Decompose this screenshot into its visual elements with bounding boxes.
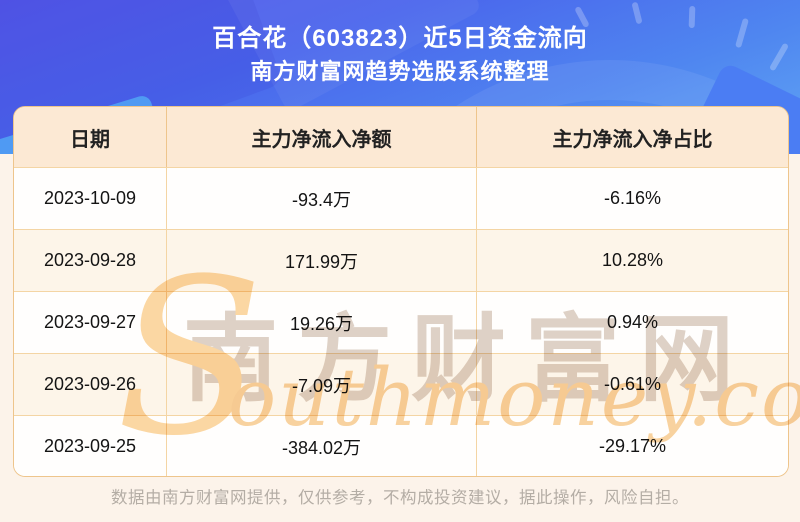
page-subtitle: 南方财富网趋势选股系统整理 [250, 59, 550, 84]
amount-cell: -7.09万 [167, 354, 477, 415]
amount-cell: -384.02万 [167, 416, 477, 476]
date-cell: 2023-10-09 [14, 168, 167, 229]
amount-cell: 171.99万 [167, 230, 477, 291]
ratio-cell: 10.28% [601, 250, 664, 270]
title-block: 百合花（603823）近5日资金流向 南方财富网趋势选股系统整理 [0, 22, 800, 88]
date-cell: 2023-09-25 [14, 416, 167, 476]
table-header-row: 日期 主力净流入净额 主力净流入净占比 [14, 107, 788, 167]
gauge-tick-icon [631, 1, 643, 25]
table-row: 2023-09-26 -7.09万 -0.61% [14, 353, 788, 415]
disclaimer-text: 数据由南方财富网提供，仅供参考，不构成投资建议，据此操作，风险自担。 [111, 489, 689, 507]
amount-cell: -93.4万 [167, 168, 477, 229]
page-title: 百合花（603823）近5日资金流向 [212, 25, 588, 52]
table-row: 2023-09-27 19.26万 0.94% [14, 291, 788, 353]
table-row: 2023-10-09 -93.4万 -6.16% [14, 167, 788, 229]
ratio-cell: 0.94% [606, 312, 659, 332]
fund-flow-table: 日期 主力净流入净额 主力净流入净占比 2023-10-09 -93.4万 -6… [13, 106, 789, 477]
ratio-cell: -29.17% [598, 436, 667, 456]
ratio-cell: -6.16% [603, 188, 662, 208]
date-cell: 2023-09-27 [14, 292, 167, 353]
date-cell: 2023-09-28 [14, 230, 167, 291]
column-header-ratio: 主力净流入净占比 [552, 128, 713, 151]
table-row: 2023-09-28 171.99万 10.28% [14, 229, 788, 291]
date-cell: 2023-09-26 [14, 354, 167, 415]
column-header-date: 日期 [14, 107, 167, 167]
ratio-cell: -0.61% [603, 374, 662, 394]
column-header-amount: 主力净流入净额 [167, 107, 477, 167]
amount-cell: 19.26万 [167, 292, 477, 353]
table-row: 2023-09-25 -384.02万 -29.17% [14, 415, 788, 476]
